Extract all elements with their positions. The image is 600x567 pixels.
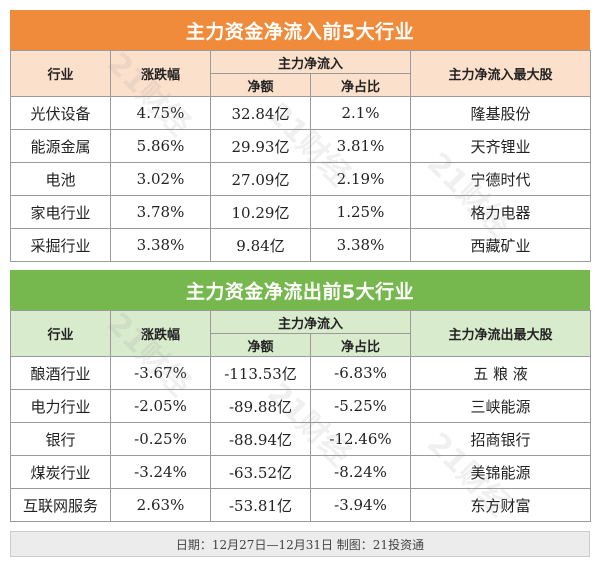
table-row: 光伏设备 4.75% 32.84亿 2.1% 隆基股份: [10, 96, 592, 130]
top-stock-cell: 招商银行: [410, 422, 592, 456]
col-top-stock-header: 主力净流出最大股: [410, 310, 592, 357]
industry-cell: 银行: [10, 422, 111, 456]
change-cell: 4.75%: [110, 96, 211, 130]
top-stock-cell: 西藏矿业: [410, 228, 592, 262]
industry-cell: 采掘行业: [10, 228, 111, 262]
outflow-title: 主力资金净流出前5大行业: [10, 270, 590, 310]
ratio-cell: -12.46%: [309, 422, 412, 456]
top-stock-cell: 天齐锂业: [410, 129, 592, 163]
top-stock-cell: 宁德时代: [410, 162, 592, 196]
table-row: 采掘行业 3.38% 9.84亿 3.38% 西藏矿业: [10, 228, 592, 262]
top-stock-cell: 格力电器: [410, 195, 592, 229]
industry-cell: 能源金属: [10, 129, 111, 163]
col-change-header: 涨跌幅: [110, 310, 211, 357]
industry-cell: 煤炭行业: [10, 455, 111, 489]
ratio-cell: -5.25%: [309, 389, 412, 423]
table-row: 电力行业 -2.05% -89.88亿 -5.25% 三峡能源: [10, 389, 592, 423]
amount-cell: -53.81亿: [210, 488, 311, 522]
amount-cell: 32.84亿: [210, 96, 311, 130]
col-industry-header: 行业: [10, 310, 111, 357]
table-row: 煤炭行业 -3.24% -63.52亿 -8.24% 美锦能源: [10, 455, 592, 489]
table-row: 能源金属 5.86% 29.93亿 3.81% 天齐锂业: [10, 129, 592, 163]
amount-cell: -89.88亿: [210, 389, 311, 423]
amount-cell: -113.53亿: [210, 356, 311, 390]
top-stock-cell: 五 粮 液: [410, 356, 592, 390]
change-cell: 2.63%: [110, 488, 211, 522]
ratio-cell: -8.24%: [309, 455, 412, 489]
outflow-table: 行业 涨跌幅 主力净流入 主力净流出最大股 净额 净占比 酿酒行业 -3.67%…: [10, 310, 592, 522]
inflow-title: 主力资金净流入前5大行业: [10, 10, 590, 50]
change-cell: -2.05%: [110, 389, 211, 423]
change-cell: 3.38%: [110, 228, 211, 262]
change-cell: 5.86%: [110, 129, 211, 163]
amount-cell: -63.52亿: [210, 455, 311, 489]
change-cell: -3.67%: [110, 356, 211, 390]
ratio-cell: 2.1%: [309, 96, 412, 130]
industry-cell: 电池: [10, 162, 111, 196]
industry-cell: 互联网服务: [10, 488, 111, 522]
col-ratio-header: 净占比: [309, 73, 412, 97]
industry-cell: 光伏设备: [10, 96, 111, 130]
col-amount-header: 净额: [210, 73, 311, 97]
amount-cell: -88.94亿: [210, 422, 311, 456]
footer-credit: 日期：12月27日—12月31日 制图：21投资通: [10, 531, 590, 557]
col-top-stock-header: 主力净流入最大股: [410, 50, 592, 97]
col-ratio-header: 净占比: [309, 333, 412, 357]
col-change-header: 涨跌幅: [110, 50, 211, 97]
top-stock-cell: 东方财富: [410, 488, 592, 522]
col-industry-header: 行业: [10, 50, 111, 97]
industry-cell: 电力行业: [10, 389, 111, 423]
ratio-cell: 2.19%: [309, 162, 412, 196]
inflow-table: 行业 涨跌幅 主力净流入 主力净流入最大股 净额 净占比 光伏设备 4.75% …: [10, 50, 592, 262]
amount-cell: 27.09亿: [210, 162, 311, 196]
col-amount-header: 净额: [210, 333, 311, 357]
change-cell: -0.25%: [110, 422, 211, 456]
change-cell: -3.24%: [110, 455, 211, 489]
change-cell: 3.02%: [110, 162, 211, 196]
ratio-cell: 3.38%: [309, 228, 412, 262]
amount-cell: 10.29亿: [210, 195, 311, 229]
table-row: 银行 -0.25% -88.94亿 -12.46% 招商银行: [10, 422, 592, 456]
top-stock-cell: 隆基股份: [410, 96, 592, 130]
table-row: 互联网服务 2.63% -53.81亿 -3.94% 东方财富: [10, 488, 592, 522]
industry-cell: 酿酒行业: [10, 356, 111, 390]
table-row: 家电行业 3.78% 10.29亿 1.25% 格力电器: [10, 195, 592, 229]
amount-cell: 9.84亿: [210, 228, 311, 262]
amount-cell: 29.93亿: [210, 129, 311, 163]
col-group-header: 主力净流入: [209, 310, 412, 334]
table-row: 电池 3.02% 27.09亿 2.19% 宁德时代: [10, 162, 592, 196]
top-stock-cell: 三峡能源: [410, 389, 592, 423]
change-cell: 3.78%: [110, 195, 211, 229]
industry-cell: 家电行业: [10, 195, 111, 229]
ratio-cell: 1.25%: [309, 195, 412, 229]
ratio-cell: -3.94%: [309, 488, 412, 522]
table-row: 酿酒行业 -3.67% -113.53亿 -6.83% 五 粮 液: [10, 356, 592, 390]
ratio-cell: 3.81%: [309, 129, 412, 163]
top-stock-cell: 美锦能源: [410, 455, 592, 489]
col-group-header: 主力净流入: [209, 50, 412, 74]
ratio-cell: -6.83%: [309, 356, 412, 390]
